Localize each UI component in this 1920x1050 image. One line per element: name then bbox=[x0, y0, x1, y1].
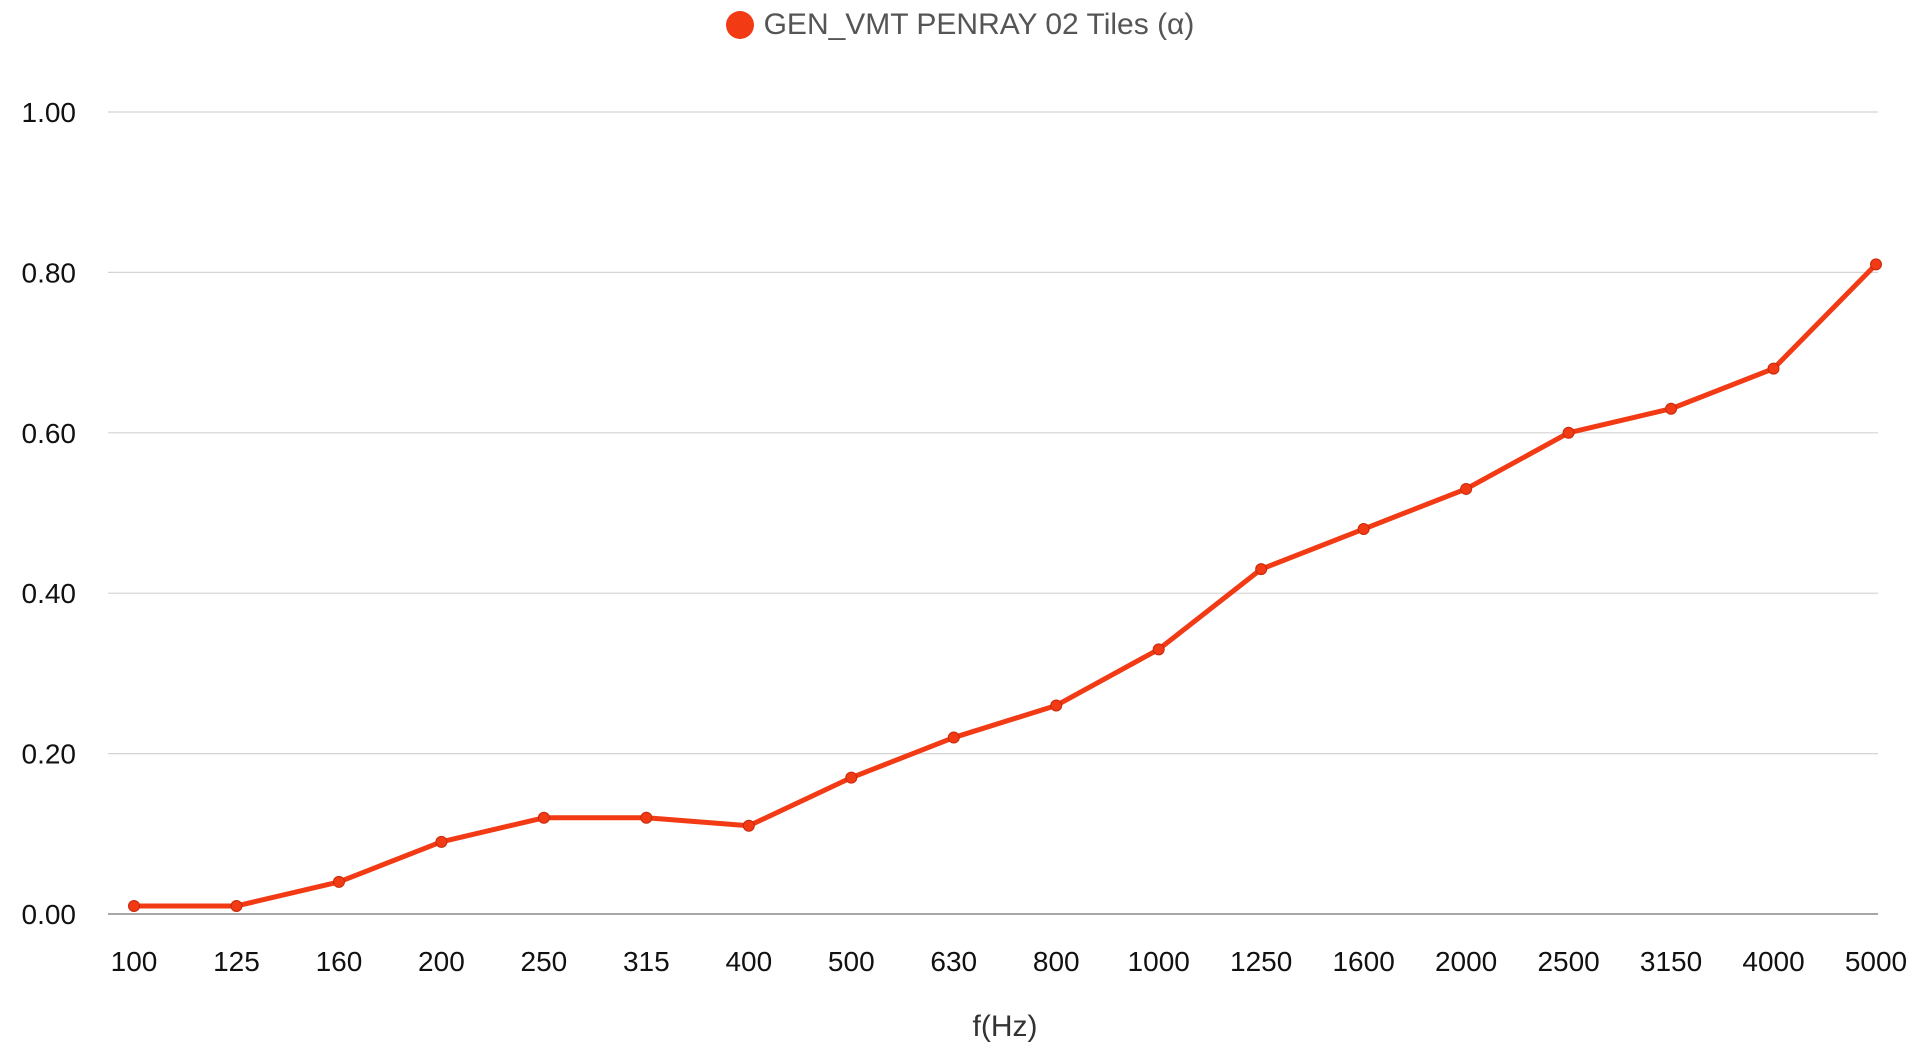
y-tick-label: 0.00 bbox=[22, 899, 77, 930]
data-point bbox=[1562, 426, 1575, 439]
x-tick-label: 100 bbox=[111, 946, 158, 977]
x-tick-label: 1250 bbox=[1230, 946, 1292, 977]
data-point bbox=[332, 875, 345, 888]
x-tick-label: 2000 bbox=[1435, 946, 1497, 977]
data-point bbox=[128, 899, 140, 912]
x-axis-label: f(Hz) bbox=[973, 1010, 1038, 1043]
x-tick-label: 315 bbox=[623, 946, 670, 977]
x-tick-label: 200 bbox=[418, 946, 465, 977]
x-tick-label: 125 bbox=[213, 946, 260, 977]
chart-legend: GEN_VMT PENRAY 02 Tiles (α) bbox=[0, 8, 1920, 42]
x-tick-label: 5000 bbox=[1845, 946, 1907, 977]
data-point bbox=[1357, 523, 1370, 536]
data-point bbox=[845, 771, 858, 784]
data-point bbox=[1460, 482, 1473, 495]
y-tick-label: 1.00 bbox=[22, 97, 77, 128]
x-tick-label: 3150 bbox=[1640, 946, 1702, 977]
x-tick-label: 250 bbox=[521, 946, 568, 977]
data-point bbox=[1255, 563, 1268, 576]
legend-label: GEN_VMT PENRAY 02 Tiles (α) bbox=[763, 8, 1195, 41]
y-tick-label: 0.20 bbox=[22, 739, 77, 770]
data-point bbox=[1767, 362, 1780, 375]
data-point bbox=[1050, 699, 1063, 712]
x-tick-label: 4000 bbox=[1742, 946, 1804, 977]
x-tick-label: 500 bbox=[828, 946, 875, 977]
data-point bbox=[435, 835, 448, 848]
x-tick-label: 630 bbox=[930, 946, 977, 977]
data-point bbox=[230, 899, 243, 912]
data-point bbox=[947, 731, 960, 744]
series-line bbox=[131, 261, 1879, 909]
x-tick-label: 800 bbox=[1033, 946, 1080, 977]
data-point bbox=[1665, 402, 1678, 415]
y-tick-label: 0.60 bbox=[22, 418, 77, 449]
data-point bbox=[537, 811, 550, 824]
x-tick-label: 2500 bbox=[1537, 946, 1599, 977]
x-tick-label: 400 bbox=[725, 946, 772, 977]
data-point bbox=[1870, 258, 1882, 271]
x-tick-label: 1600 bbox=[1332, 946, 1394, 977]
data-point bbox=[1152, 643, 1165, 656]
x-tick-label: 160 bbox=[316, 946, 363, 977]
x-tick-label: 1000 bbox=[1128, 946, 1190, 977]
legend-marker-icon bbox=[725, 11, 754, 39]
data-point bbox=[640, 811, 653, 824]
y-tick-label: 0.40 bbox=[22, 578, 77, 609]
y-tick-label: 0.80 bbox=[22, 257, 77, 288]
data-point bbox=[742, 819, 755, 832]
